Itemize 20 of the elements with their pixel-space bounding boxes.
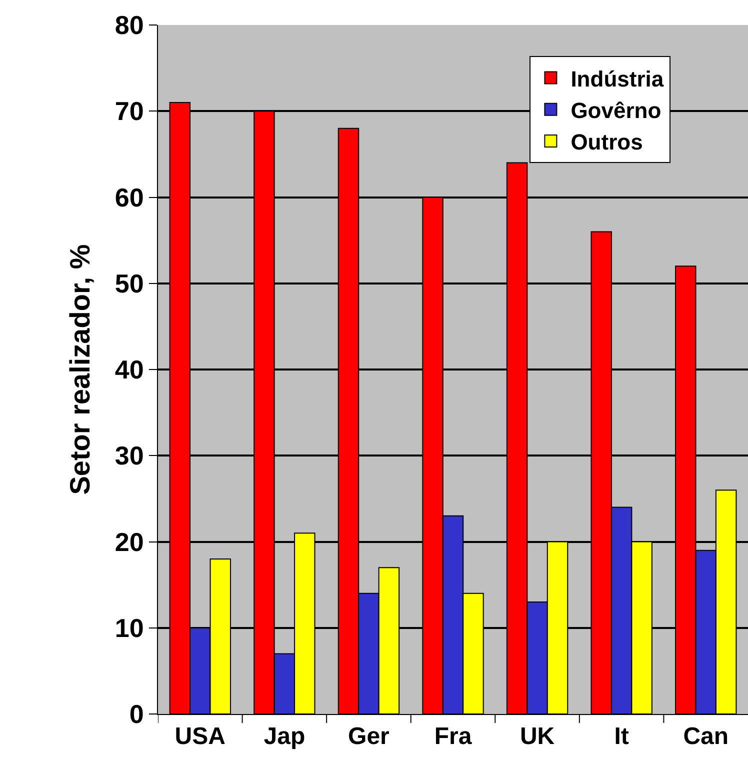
x-tick-label: UK bbox=[520, 722, 556, 750]
y-tick-label: 0 bbox=[129, 699, 144, 730]
y-tick-label: 50 bbox=[114, 268, 144, 298]
legend-label: Indústria bbox=[570, 66, 664, 92]
legend-label: Outros bbox=[570, 130, 643, 155]
x-tick-label: Jap bbox=[264, 722, 306, 750]
y-tick-label: 30 bbox=[114, 440, 144, 471]
x-tick-label: Fra bbox=[434, 722, 472, 750]
legend-label: Govêrno bbox=[570, 98, 662, 123]
y-tick-label: 80 bbox=[114, 10, 144, 40]
y-tick-label: 20 bbox=[114, 526, 144, 557]
x-tick-label: USA bbox=[174, 722, 226, 750]
x-tick-label: Ger bbox=[348, 722, 390, 750]
y-tick-label: 60 bbox=[114, 182, 144, 212]
x-tick-label: Can bbox=[683, 722, 729, 750]
x-tick-label: It bbox=[614, 722, 629, 750]
y-tick-label: 10 bbox=[114, 612, 144, 643]
y-tick-label: 40 bbox=[114, 354, 144, 385]
y-tick-label: 70 bbox=[114, 96, 144, 126]
y-axis-title: Setor realizador, % bbox=[64, 244, 96, 495]
